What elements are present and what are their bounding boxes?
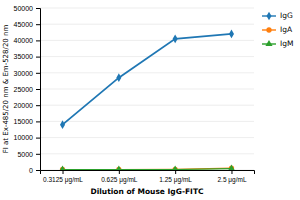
grid-line — [40, 89, 254, 90]
legend-label: IgA — [280, 25, 293, 34]
y-tick-label: 30000 — [14, 70, 34, 77]
point — [60, 120, 65, 129]
y-tick-mark — [36, 73, 40, 74]
x-tick: 1.25 μg/mL — [159, 170, 192, 184]
grid-line — [40, 8, 254, 9]
y-tick-mark — [36, 154, 40, 155]
y-tick: 15000 — [14, 118, 40, 125]
y-tick: 20000 — [14, 102, 40, 109]
point — [228, 165, 235, 170]
y-tick-label: 15000 — [14, 118, 34, 125]
y-tick-label: 0 — [29, 167, 33, 174]
y-tick: 35000 — [14, 53, 40, 60]
y-tick-mark — [36, 89, 40, 90]
legend-marker — [265, 40, 272, 46]
line — [63, 168, 232, 170]
legend-label: IgM — [280, 39, 293, 48]
y-tick: 50000 — [14, 5, 40, 12]
grid-line — [40, 56, 254, 57]
series — [60, 30, 234, 129]
y-tick-label: 20000 — [14, 102, 34, 109]
marks — [59, 30, 235, 170]
x-tick-mark — [119, 170, 120, 174]
legend-item: IgA — [262, 25, 293, 34]
x-tick-label: 1.25 μg/mL — [159, 176, 192, 184]
x-tick: 0.625 μg/mL — [101, 170, 138, 184]
x-tick: 2.5 μg/mL — [217, 170, 246, 184]
point — [59, 166, 66, 170]
y-tick-label: 25000 — [14, 86, 34, 93]
grid-line — [40, 72, 254, 73]
chart: 0 5000 10000 15000 20000 25000 30000 35000 40000… — [0, 0, 300, 200]
y-tick-mark — [36, 57, 40, 58]
x-axis-line — [41, 171, 255, 175]
y-tick-mark — [36, 40, 40, 41]
y-tick: 45000 — [14, 21, 40, 28]
y-tick: 40000 — [14, 37, 40, 44]
grid-line — [40, 24, 254, 25]
x-tick: 0.3125 μg/mL — [43, 170, 83, 184]
y-tick-mark — [36, 170, 40, 171]
x-axis-title: Dilution of Mouse IgG-FITC — [90, 187, 204, 196]
grid-line — [40, 153, 254, 154]
x-tick-mark — [175, 170, 176, 174]
x-tick-mark — [63, 170, 64, 174]
line — [63, 34, 232, 125]
x-tick-label: 2.5 μg/mL — [217, 176, 246, 184]
legend-marker — [266, 12, 271, 21]
y-tick: 5000 — [17, 151, 40, 158]
grid-line — [40, 137, 254, 138]
y-tick-label: 40000 — [14, 37, 34, 44]
point — [116, 73, 121, 82]
legend-item: IgG — [262, 11, 293, 20]
legend-marker — [266, 27, 271, 32]
grid-line — [40, 121, 254, 122]
y-tick-label: 50000 — [14, 5, 34, 12]
plot: 0 5000 10000 15000 20000 25000 30000 35000 40000… — [2, 5, 255, 196]
y-tick-mark — [36, 105, 40, 106]
point — [172, 165, 179, 170]
grid-line — [40, 40, 254, 41]
legend-label: IgG — [280, 11, 293, 20]
x-tick-mark — [231, 170, 232, 174]
y-axis: 0 5000 10000 15000 20000 25000 30000 35000 40000… — [14, 5, 41, 174]
y-tick-mark — [36, 121, 40, 122]
grid — [40, 8, 254, 170]
y-tick: 25000 — [14, 86, 40, 93]
point — [229, 30, 234, 39]
y-tick-label: 5000 — [17, 151, 33, 158]
y-axis-title: FI at Ex-485/20 nm & Em-528/20 nm — [2, 25, 10, 154]
y-tick-label: 45000 — [14, 21, 34, 28]
point — [229, 165, 234, 170]
x-tick-label: 0.3125 μg/mL — [43, 176, 83, 184]
y-tick-label: 10000 — [14, 134, 34, 141]
y-tick-mark — [36, 138, 40, 139]
legend-item: IgM — [262, 39, 293, 48]
y-tick: 10000 — [14, 134, 40, 141]
x-axis: 0.3125 μg/mL 0.625 μg/mL 1.25 μg/mL 2.5 μg/… — [41, 170, 255, 184]
point — [173, 34, 178, 43]
y-tick: 30000 — [14, 70, 40, 77]
x-tick-label: 0.625 μg/mL — [101, 176, 138, 184]
line — [63, 168, 232, 169]
y-tick-mark — [36, 8, 40, 9]
y-tick-mark — [36, 24, 40, 25]
series — [59, 165, 235, 170]
grid-line — [40, 105, 254, 106]
y-tick: 0 — [29, 167, 40, 174]
point — [115, 166, 122, 170]
series — [60, 165, 234, 170]
y-tick-label: 35000 — [14, 53, 34, 60]
y-axis-line — [36, 9, 41, 171]
legend: IgG IgA IgM — [262, 11, 293, 48]
